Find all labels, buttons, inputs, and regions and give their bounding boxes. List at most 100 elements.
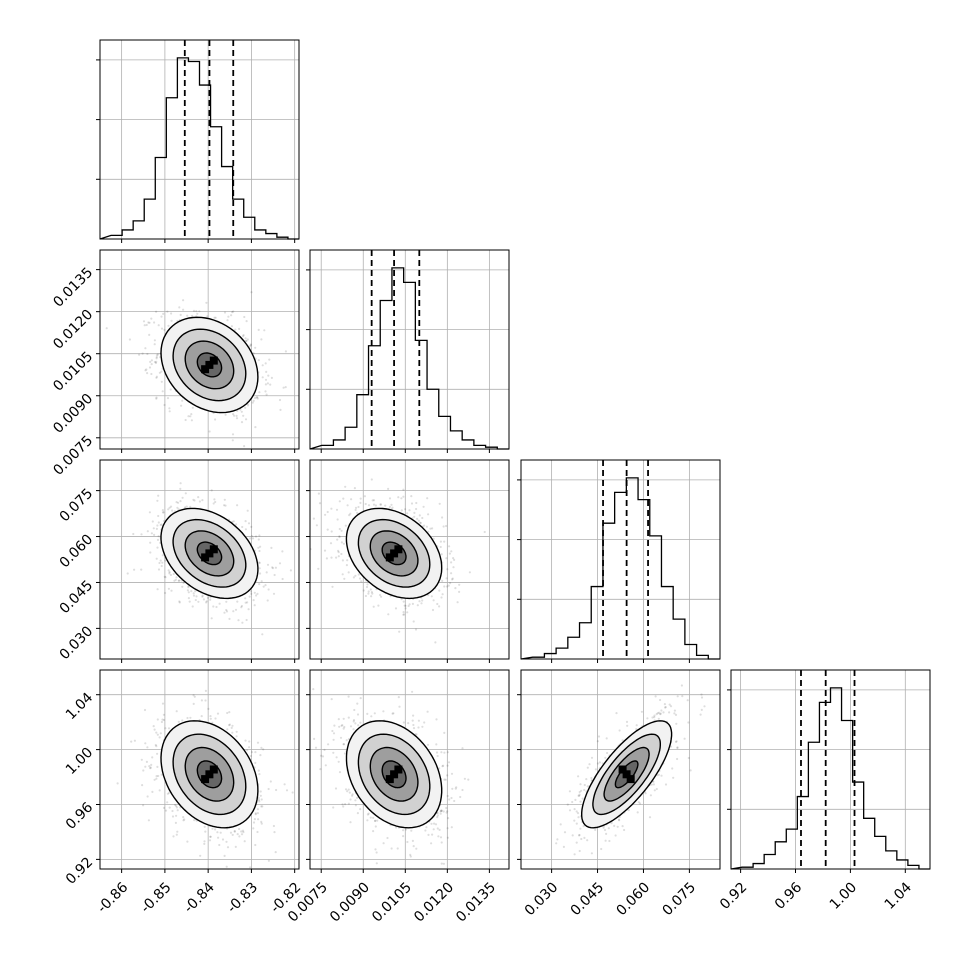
sample-point (371, 499, 374, 502)
sample-point (357, 573, 360, 576)
sample-point (330, 556, 333, 559)
sample-point (209, 835, 212, 838)
sample-point (285, 789, 289, 792)
sample-point (284, 350, 287, 353)
sample-point (231, 731, 234, 734)
sample-point (360, 580, 363, 583)
sample-point (429, 527, 432, 530)
sample-point (259, 754, 262, 757)
sample-point (160, 315, 163, 318)
sample-point (192, 594, 196, 597)
sample-point (221, 838, 225, 841)
sample-point (330, 530, 333, 533)
sample-point (105, 327, 108, 330)
sample-point (417, 719, 420, 722)
sample-point (358, 577, 362, 580)
sample-point (266, 599, 269, 602)
density-peak-cell (201, 553, 210, 562)
sample-point (390, 503, 393, 506)
sample-point (182, 581, 185, 585)
sample-point (203, 840, 206, 843)
sample-point (342, 497, 345, 500)
sample-point (272, 824, 275, 828)
sample-point (256, 396, 259, 399)
sample-point (340, 552, 343, 556)
sample-point (232, 310, 235, 313)
sample-point (240, 604, 243, 608)
sample-point (354, 799, 357, 802)
sample-point (446, 810, 449, 813)
sample-point (257, 538, 260, 541)
sample-point (402, 495, 405, 498)
sample-point (261, 376, 264, 379)
sample-point (156, 499, 159, 502)
sample-point (257, 798, 260, 802)
scatter-points (116, 689, 294, 869)
sample-point (159, 523, 162, 527)
sample-point (374, 504, 377, 507)
sample-point (219, 831, 222, 834)
sample-point (225, 865, 228, 868)
sample-point (233, 414, 236, 417)
sample-point (237, 619, 240, 622)
sample-point (439, 540, 442, 543)
sample-point (256, 741, 260, 744)
sample-point (160, 523, 163, 526)
sample-point (186, 840, 189, 843)
sample-point (266, 563, 270, 566)
sample-point (234, 608, 238, 611)
sample-point (252, 352, 255, 355)
sample-point (362, 589, 365, 592)
sample-point (359, 501, 362, 504)
sample-point (170, 319, 173, 322)
sample-point (193, 695, 196, 698)
sample-point (370, 595, 373, 598)
sample-point (231, 724, 234, 727)
sample-point (319, 768, 322, 771)
sample-point (448, 545, 451, 548)
sample-point (454, 787, 457, 790)
sample-point (338, 527, 341, 531)
sample-point (349, 512, 352, 515)
sample-point (256, 592, 259, 596)
sample-point (155, 310, 158, 313)
sample-point (250, 535, 253, 538)
sample-point (187, 591, 190, 594)
sample-point (184, 492, 187, 495)
sample-point (176, 830, 179, 833)
sample-point (147, 321, 150, 324)
sample-point (140, 533, 143, 536)
sample-point (447, 761, 451, 764)
sample-point (202, 598, 205, 601)
sample-point (337, 549, 340, 552)
sample-point (161, 718, 164, 721)
sample-point (228, 711, 231, 714)
sample-point (372, 499, 376, 502)
sample-point (167, 727, 171, 730)
sample-point (318, 502, 322, 505)
sample-point (208, 430, 211, 433)
sample-point (158, 561, 161, 565)
sample-point (126, 572, 129, 575)
sample-point (281, 550, 284, 553)
sample-point (254, 535, 258, 538)
sample-point (194, 598, 197, 602)
sample-point (195, 454, 197, 456)
sample-point (182, 299, 185, 302)
sample-point (439, 545, 442, 549)
histogram-steps-2 (520, 477, 720, 660)
sample-point (440, 809, 443, 812)
sample-point (156, 733, 159, 736)
sample-point (372, 830, 375, 833)
sample-point (178, 600, 181, 603)
sample-point (258, 391, 261, 394)
sample-point (354, 574, 357, 577)
sample-point (192, 702, 195, 706)
sample-point (141, 784, 144, 787)
sample-point (209, 598, 212, 601)
sample-point (442, 862, 445, 865)
sample-point (264, 383, 267, 386)
sample-point (148, 511, 151, 514)
sample-point (257, 328, 260, 331)
sample-point (359, 808, 362, 811)
